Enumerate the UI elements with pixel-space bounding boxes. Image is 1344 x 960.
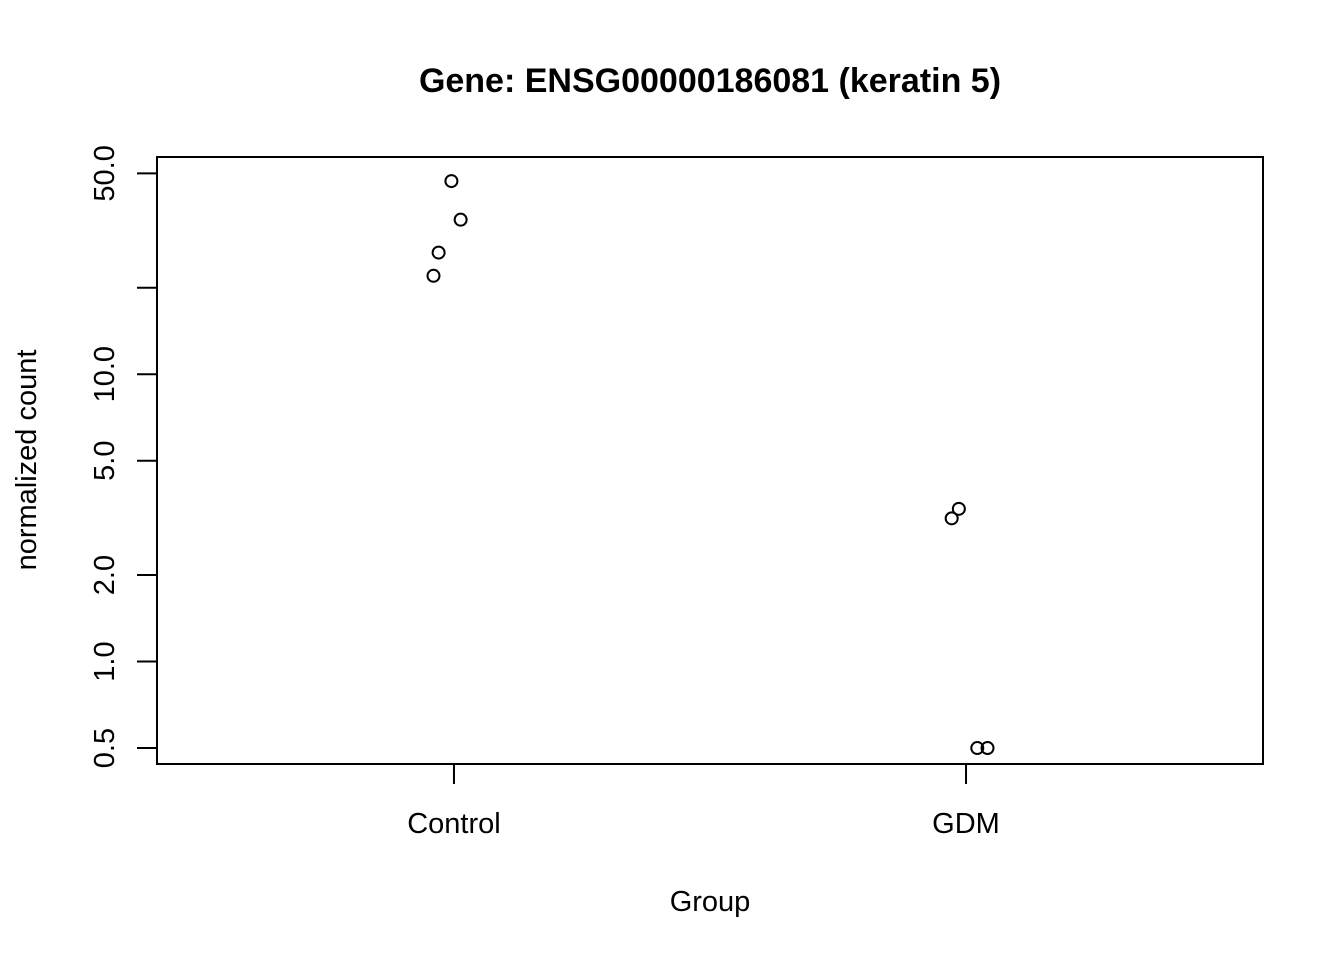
x-tick-label-control: Control (407, 808, 501, 840)
data-point (426, 268, 441, 283)
data-point (453, 212, 468, 227)
data-points (426, 174, 995, 756)
y-tick-label: 1.0 (89, 641, 121, 681)
y-tick-label: 50.0 (89, 145, 121, 201)
y-tick-label: 0.5 (89, 728, 121, 768)
x-axis: Control GDM (407, 764, 1000, 840)
y-tick-label: 10.0 (89, 346, 121, 402)
data-point (980, 741, 995, 756)
data-point (970, 741, 985, 756)
chart-title: Gene: ENSG00000186081 (keratin 5) (419, 62, 1001, 100)
data-point (944, 511, 959, 526)
x-axis-label: Group (670, 886, 751, 918)
y-tick-label: 2.0 (89, 555, 121, 595)
data-point (431, 245, 446, 260)
plot-area-frame (156, 156, 1264, 765)
y-axis-label: normalized count (11, 350, 43, 571)
x-tick-label-gdm: GDM (932, 808, 1000, 840)
data-point (444, 174, 459, 189)
data-point (951, 501, 966, 516)
y-axis: 0.5 1.0 2.0 5.0 10.0 50.0 (89, 145, 157, 768)
y-tick-label: 5.0 (89, 441, 121, 481)
